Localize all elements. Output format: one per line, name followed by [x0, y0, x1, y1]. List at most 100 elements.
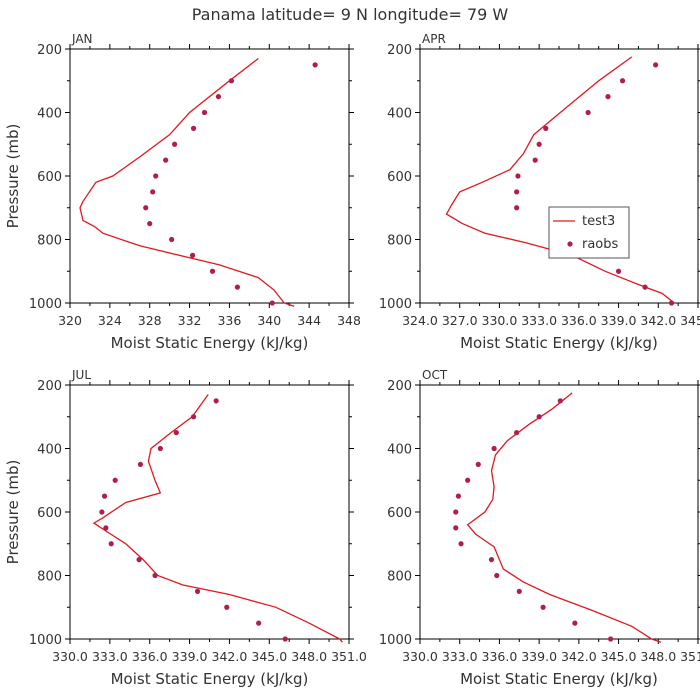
data-point-raobs [190, 414, 197, 420]
legend-label-model: test3 [582, 214, 615, 229]
x-tick-label: 333.0 [442, 649, 478, 664]
legend-label-obs: raobs [582, 237, 619, 252]
data-point-raobs [488, 557, 495, 563]
panel-title: JAN [71, 32, 93, 46]
data-point-raobs [103, 525, 109, 531]
x-tick-label: 330.0 [482, 313, 518, 328]
x-tick-label: 342.0 [212, 649, 248, 664]
y-tick-label: 800 [37, 570, 62, 585]
y-axis-label: Pressure (mb) [4, 124, 22, 229]
data-point-raobs [514, 430, 520, 436]
panel-title: APR [422, 32, 446, 46]
panel-title: OCT [422, 368, 448, 382]
data-point-raobs [213, 398, 219, 404]
data-point-raobs [157, 445, 163, 452]
data-point-raobs [491, 445, 497, 452]
data-point-raobs [532, 157, 538, 163]
data-point-raobs [234, 284, 240, 290]
data-point-raobs [101, 493, 108, 499]
data-point-raobs [585, 109, 591, 116]
y-tick-label: 200 [37, 379, 62, 394]
data-point-raobs [190, 125, 197, 131]
x-tick-label: 327.0 [442, 313, 478, 328]
data-point-raobs [224, 604, 230, 610]
x-tick-label: 324.0 [402, 313, 438, 328]
data-point-raobs [475, 461, 481, 467]
data-point-raobs [642, 284, 648, 290]
y-tick-label: 200 [387, 379, 412, 394]
x-tick-label: 339.0 [172, 649, 208, 664]
x-axis-label: Moist Static Energy (kJ/kg) [111, 670, 309, 688]
y-tick-label: 600 [37, 170, 62, 185]
data-point-raobs [540, 604, 546, 610]
data-point-raobs [516, 588, 522, 594]
plot-frame [419, 384, 699, 640]
series-line-test3 [466, 392, 662, 643]
y-tick-label: 1000 [379, 297, 412, 312]
y-tick-label: 1000 [29, 297, 62, 312]
data-point-raobs [189, 252, 196, 258]
y-tick-label: 400 [387, 443, 412, 458]
x-tick-label: 340 [257, 313, 281, 328]
data-point-raobs [514, 189, 520, 195]
y-tick-label: 1000 [29, 633, 62, 648]
y-tick-label: 200 [37, 43, 62, 58]
data-point-raobs [163, 157, 169, 163]
data-point-raobs [209, 268, 216, 274]
y-tick-label: 800 [387, 234, 412, 249]
data-point-raobs [465, 477, 471, 483]
data-point-raobs [173, 430, 179, 436]
data-point-raobs [543, 125, 549, 131]
x-tick-label: 342.0 [640, 313, 676, 328]
data-point-raobs [136, 557, 142, 563]
data-point-raobs [536, 414, 542, 420]
y-tick-label: 800 [387, 570, 412, 585]
x-tick-label: 348 [337, 313, 361, 328]
data-point-raobs [256, 620, 262, 626]
x-tick-label: 344 [297, 313, 321, 328]
x-tick-label: 351.0 [331, 649, 367, 664]
x-tick-label: 336 [217, 313, 241, 328]
data-point-raobs [514, 205, 520, 211]
x-tick-label: 330.0 [52, 649, 88, 664]
data-point-raobs [557, 398, 563, 404]
y-tick-label: 1000 [379, 633, 412, 648]
x-tick-label: 324 [98, 313, 122, 328]
data-point-raobs [152, 572, 158, 579]
x-tick-label: 351.0 [680, 649, 700, 664]
data-point-raobs [453, 525, 459, 531]
y-tick-label: 400 [387, 107, 412, 122]
x-axis-label: Moist Static Energy (kJ/kg) [460, 670, 658, 688]
data-point-raobs [150, 189, 156, 195]
x-tick-label: 345.0 [601, 649, 637, 664]
data-point-raobs [619, 78, 626, 84]
y-tick-label: 400 [37, 107, 62, 122]
legend-box [548, 206, 630, 259]
x-tick-label: 348.0 [291, 649, 327, 664]
data-point-raobs [458, 541, 464, 547]
data-point-raobs [108, 541, 114, 547]
x-tick-label: 348.0 [640, 649, 676, 664]
x-tick-label: 336.0 [132, 649, 168, 664]
data-point-raobs [172, 141, 178, 147]
series-line-test3 [92, 394, 343, 643]
data-point-raobs [455, 493, 461, 499]
data-point-raobs [312, 62, 318, 68]
x-tick-label: 345.0 [251, 649, 287, 664]
data-point-raobs [668, 300, 675, 306]
legend: test3 raobs [548, 206, 630, 259]
x-tick-label: 333.0 [521, 313, 557, 328]
y-tick-label: 200 [387, 43, 412, 58]
data-point-raobs [536, 141, 542, 147]
data-point-raobs [605, 94, 611, 100]
series-line-test3 [79, 57, 295, 307]
data-point-raobs [112, 477, 118, 483]
data-point-raobs [282, 636, 288, 642]
data-point-raobs [169, 236, 175, 243]
